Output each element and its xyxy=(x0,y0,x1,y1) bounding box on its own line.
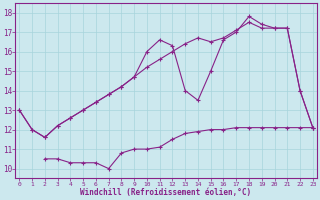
X-axis label: Windchill (Refroidissement éolien,°C): Windchill (Refroidissement éolien,°C) xyxy=(81,188,252,197)
